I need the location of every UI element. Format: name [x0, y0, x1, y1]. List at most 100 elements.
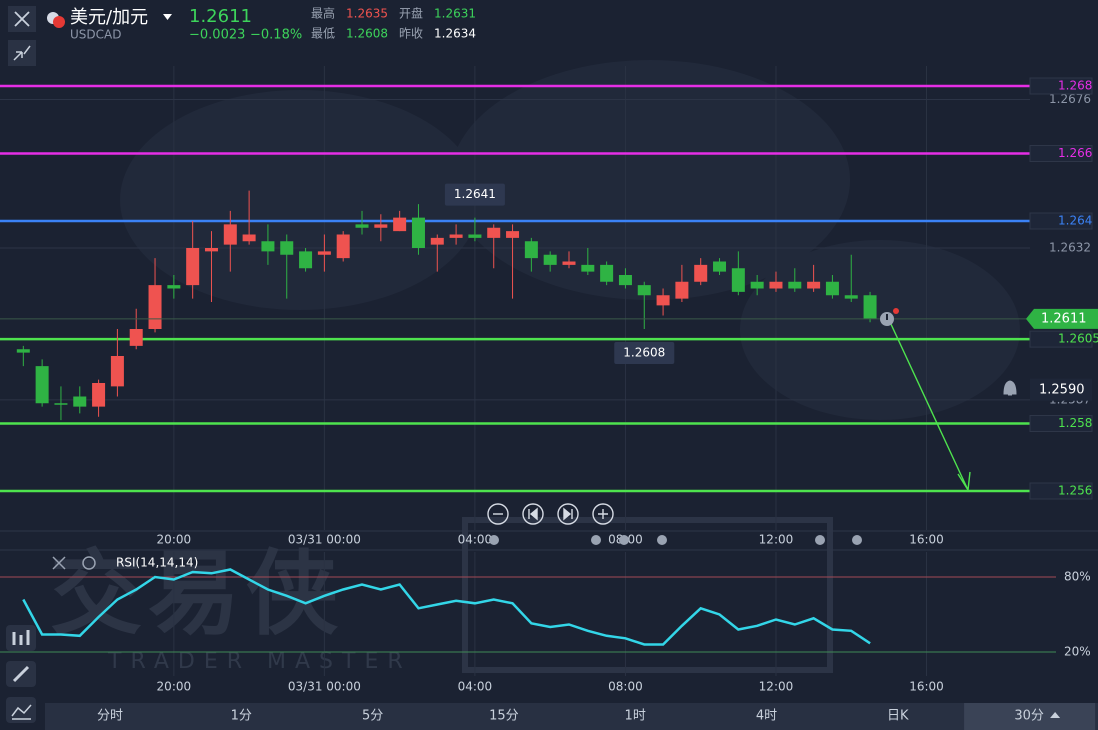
candle-body: [449, 234, 463, 238]
stat-label: 开盘: [399, 6, 423, 21]
candle-body: [393, 217, 407, 232]
draw-icon: [12, 665, 30, 683]
candle-body: [186, 248, 200, 286]
price-line-label: 1.2605: [1058, 332, 1098, 346]
x-tick-label: 20:00: [157, 680, 192, 694]
close-icon: [14, 11, 30, 27]
tab[interactable]: 15分: [489, 709, 519, 724]
tab[interactable]: 日K: [887, 709, 909, 724]
price-line-tag: [1029, 415, 1093, 432]
candle-body: [374, 224, 388, 228]
stats: 最高 1.2635 开盘 1.2631 最低 1.2608 昨收 1.2634: [311, 6, 476, 41]
alert-label: 1.2590: [1039, 382, 1085, 397]
marker-box: [614, 342, 675, 364]
x-tick-label: 12:00: [759, 680, 794, 694]
bell-icon[interactable]: [1003, 380, 1017, 396]
x-tick-label: 12:00: [759, 533, 794, 547]
tab-bar: [45, 703, 1098, 730]
line-tool-icon: [11, 704, 32, 720]
tab[interactable]: 分时: [97, 709, 123, 724]
candle-body: [430, 237, 444, 245]
x-tick-label: 04:00: [458, 680, 493, 694]
candle-body: [261, 241, 275, 252]
alert-tag: [1030, 378, 1092, 401]
zoom-out-button[interactable]: [487, 503, 509, 525]
candle-body: [16, 349, 30, 353]
candle-body: [562, 261, 576, 265]
rsi-settings[interactable]: [82, 556, 96, 570]
stat-value: 1.2608: [346, 27, 388, 41]
price-line-label: 1.264: [1058, 214, 1092, 228]
tab[interactable]: 5分: [362, 709, 383, 724]
stat-value: 1.2635: [346, 7, 388, 21]
tab-caret: [1050, 712, 1061, 718]
candle-body: [223, 224, 237, 245]
pair-dropdown[interactable]: [163, 14, 172, 20]
candle-body: [167, 285, 181, 289]
price-line-label: 1.266: [1058, 146, 1092, 160]
alert-dot: [893, 308, 899, 314]
next-button[interactable]: [557, 503, 579, 525]
rsi-chart: 20:00 03/31 00:00 04:00 08:00 12:00 16:00 80% 2…: [0, 549, 1098, 694]
y-tick-label: 1.2676: [1049, 92, 1091, 106]
zoom-in-button[interactable]: [592, 503, 614, 525]
forecast-arrow: [889, 321, 971, 491]
price-change-pct: −0.18%: [250, 28, 302, 43]
prev-button[interactable]: [522, 503, 544, 525]
candle-body: [54, 403, 68, 405]
price-line-label: 1.256: [1058, 484, 1092, 498]
price-line-tag: [1029, 330, 1093, 348]
y-tick-label: 80%: [1064, 570, 1091, 584]
candle-body: [487, 227, 501, 238]
candle-body: [299, 251, 313, 269]
x-tick-label: 03/31 00:00: [288, 680, 361, 694]
candle-body: [129, 329, 143, 346]
y-tick-label: 1.2632: [1049, 241, 1091, 255]
candle-body: [844, 295, 858, 299]
watermark-frame: [462, 517, 833, 673]
pair-symbol: USDCAD: [70, 28, 121, 42]
candle-body: [468, 234, 482, 238]
x-tick-label: 16:00: [909, 533, 944, 547]
marker-label: 1.2608: [623, 346, 665, 360]
x-tick-label: 03/31 00:00: [288, 533, 361, 547]
rsi-close[interactable]: [52, 556, 66, 570]
candle-body: [581, 264, 595, 272]
tab[interactable]: 1分: [231, 709, 252, 724]
stat-value: 1.2631: [434, 7, 476, 21]
candle-body: [675, 281, 689, 299]
price-line-tag: [1029, 145, 1093, 162]
tab[interactable]: 4时: [756, 709, 777, 724]
series-label: RSI(14,14,14): [116, 556, 198, 570]
tab-selected-bg: [964, 703, 1096, 730]
candle-body: [656, 295, 670, 306]
x-tick-label: 16:00: [909, 680, 944, 694]
tabs: 分时 1分 5分 15分 1时 4时 日K 30分: [97, 703, 1096, 730]
y-tick-label: 20%: [1064, 645, 1091, 659]
candle-body: [731, 268, 745, 292]
price-line-tag: [1029, 77, 1093, 95]
tab[interactable]: 30分: [1014, 709, 1044, 724]
candle-body: [110, 356, 124, 387]
pair-name[interactable]: 美元/加元: [70, 7, 148, 28]
candle-body: [204, 248, 218, 252]
price-change: −0.0023: [189, 28, 245, 43]
candle-body: [769, 281, 783, 289]
candle-body: [713, 261, 727, 272]
candle-body: [317, 251, 331, 255]
watermark-subtitle: TRADER MASTER: [107, 649, 412, 674]
tab[interactable]: 1时: [625, 709, 646, 724]
last-price: 1.2611: [189, 6, 252, 27]
stat-value: 1.2634: [434, 27, 476, 41]
candle-body: [280, 241, 294, 255]
candle-body: [524, 241, 538, 259]
rsi-line: [22, 568, 871, 646]
last-price-label: 1.2611: [1041, 311, 1087, 326]
candle-body: [618, 275, 632, 286]
candle-body: [411, 217, 425, 248]
price-line-label: 1.268: [1058, 79, 1092, 93]
event-dots: [489, 535, 862, 545]
x-tick-label: 04:00: [458, 533, 493, 547]
